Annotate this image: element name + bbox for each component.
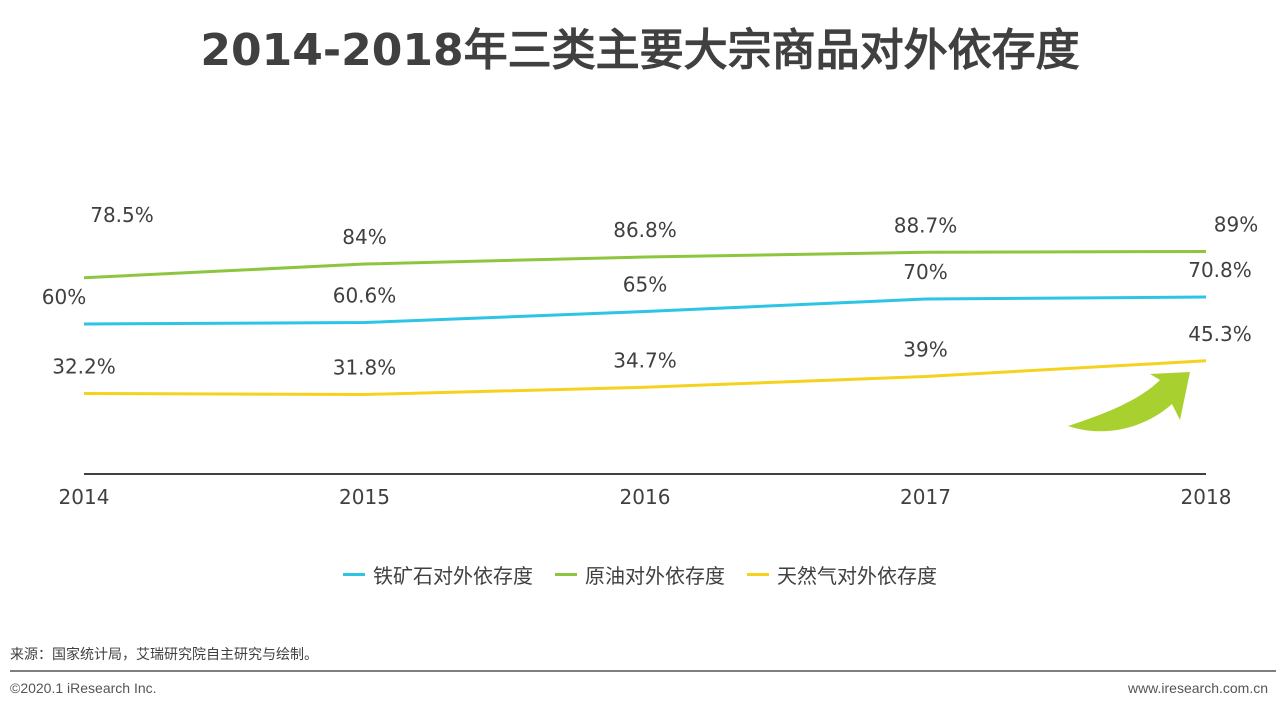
trend-arrow xyxy=(1068,372,1190,432)
legend-swatch xyxy=(343,573,365,576)
x-tick-label: 2015 xyxy=(339,485,390,509)
chart-title: 2014-2018年三类主要大宗商品对外依存度 xyxy=(200,25,1080,76)
source-note: 来源：国家统计局，艾瑞研究院自主研究与绘制。 xyxy=(10,647,318,663)
data-label: 70% xyxy=(903,260,947,284)
data-label: 60% xyxy=(42,285,86,309)
data-label: 65% xyxy=(623,273,667,297)
legend-item: 铁矿石对外依存度 xyxy=(343,560,533,589)
data-label: 78.5% xyxy=(90,203,154,227)
legend-swatch xyxy=(555,573,577,576)
legend-label: 原油对外依存度 xyxy=(585,564,725,588)
x-tick-label: 2016 xyxy=(620,485,671,509)
x-tick-label: 2014 xyxy=(59,485,110,509)
legend-swatch xyxy=(747,573,769,576)
data-label: 45.3% xyxy=(1188,322,1252,346)
data-label-layer: 60% 60.6% 65% 70% 70.8% 78.5% 84% 86.8% 88.7% 89%… xyxy=(42,203,1258,380)
legend-item: 原油对外依存度 xyxy=(555,560,725,589)
x-tick-label: 2017 xyxy=(900,485,951,509)
data-label: 32.2% xyxy=(52,355,116,379)
data-label: 39% xyxy=(903,338,947,362)
data-label: 84% xyxy=(342,225,386,249)
data-label: 70.8% xyxy=(1188,258,1252,282)
x-tick-label: 2018 xyxy=(1181,485,1232,509)
series-line-2 xyxy=(83,250,1207,280)
legend-label: 铁矿石对外依存度 xyxy=(373,564,533,588)
data-label: 89% xyxy=(1214,213,1258,237)
copyright-text: ©2020.1 iResearch Inc. xyxy=(10,680,157,696)
website-link[interactable]: www.iresearch.com.cn xyxy=(1127,680,1268,696)
x-axis: 2014 2015 2016 2017 2018 xyxy=(59,473,1232,509)
data-label: 34.7% xyxy=(613,348,677,372)
legend-label: 天然气对外依存度 xyxy=(777,564,937,588)
footer-divider xyxy=(10,670,1276,672)
data-label: 88.7% xyxy=(894,213,958,237)
data-label: 86.8% xyxy=(613,218,677,242)
legend-item: 天然气对外依存度 xyxy=(747,560,937,589)
series-layer xyxy=(83,250,1207,396)
chart-legend: 铁矿石对外依存度 原油对外依存度 天然气对外依存度 xyxy=(0,560,1280,589)
data-label: 31.8% xyxy=(333,356,397,380)
series-line-3 xyxy=(83,359,1207,396)
trend-arrow-icon xyxy=(1068,372,1190,432)
series-line-1 xyxy=(83,295,1207,326)
data-label: 60.6% xyxy=(333,284,397,308)
